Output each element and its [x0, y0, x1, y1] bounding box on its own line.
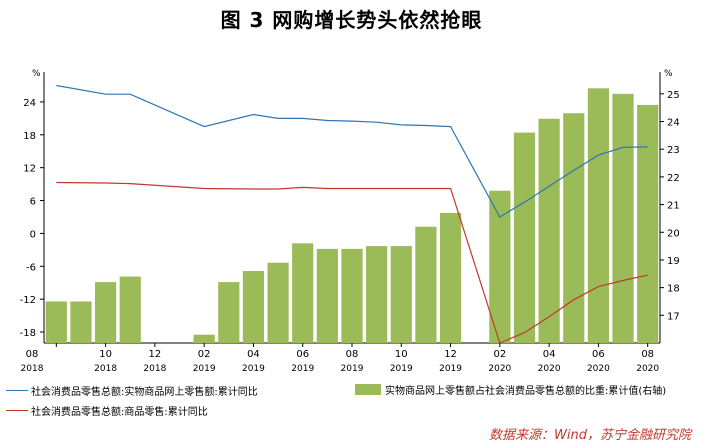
x-tick-month: 12 [444, 349, 457, 360]
right-tick-label: 24 [667, 118, 680, 129]
left-tick-label: 24 [23, 98, 36, 109]
x-tick-year: 2018 [94, 364, 117, 374]
bar-online-share [193, 334, 215, 343]
x-tick-month: 02 [493, 349, 506, 360]
bar-online-share [439, 212, 462, 343]
bar-online-share [587, 88, 609, 343]
right-tick-label: 17 [667, 311, 680, 322]
bar-online-share [538, 118, 560, 343]
x-tick-month: 08 [346, 349, 359, 360]
left-tick-label: -18 [20, 328, 36, 339]
legend-swatch-green [355, 384, 381, 395]
right-tick-label: 18 [667, 284, 680, 295]
line-goods-retail-growth [56, 181, 648, 344]
x-tick-month: 10 [395, 349, 408, 360]
x-tick-year: 2020 [538, 364, 561, 374]
legend-label: 实物商品网上零售额占社会消费品零售总额的比重:累计值(右轴) [385, 386, 667, 397]
bar-online-share [390, 246, 412, 343]
legend-swatch-blue [6, 390, 28, 391]
x-tick-year: 2018 [21, 364, 44, 374]
left-tick-label: 12 [23, 164, 36, 175]
right-tick-label: 23 [667, 145, 680, 156]
x-tick-month: 08 [641, 349, 654, 360]
x-tick-month: 06 [592, 349, 605, 360]
legend-swatch-red [6, 410, 28, 411]
left-tick-label: 0 [30, 229, 36, 240]
bar-online-share [612, 93, 634, 343]
left-tick-label: 6 [30, 197, 36, 208]
x-tick-month: 04 [247, 349, 260, 360]
bar-online-share [366, 246, 388, 343]
bar-online-share [70, 301, 92, 343]
chart-title: 图 3 网购增长势头依然抢眼 [220, 8, 483, 32]
x-tick-year: 2018 [143, 364, 166, 374]
bar-online-share [415, 226, 437, 343]
x-tick-month: 08 [26, 349, 39, 360]
legend-item-online-retail-growth: 社会消费品零售总额:实物商品网上零售额:累计同比 [6, 383, 258, 398]
line-online-retail-growth [56, 84, 648, 218]
data-source: 数据来源：Wind，苏宁金融研究院 [489, 428, 691, 443]
x-tick-year: 2019 [291, 364, 314, 374]
x-tick-year: 2019 [193, 364, 216, 374]
bar-online-share [637, 104, 659, 343]
bar-online-share [563, 113, 585, 343]
bar-online-share [292, 243, 314, 343]
x-tick-month: 10 [99, 349, 112, 360]
right-tick-label: 20 [667, 228, 680, 239]
right-tick-label: 21 [667, 201, 680, 212]
bar-online-share [218, 282, 240, 343]
x-tick-year: 2019 [390, 364, 413, 374]
x-tick-year: 2020 [488, 364, 511, 374]
right-tick-label: 19 [667, 256, 680, 267]
legend-label: 社会消费品零售总额:实物商品网上零售额:累计同比 [31, 387, 258, 398]
right-axis-unit: % [664, 69, 673, 79]
left-tick-label: 18 [23, 131, 36, 142]
bar-online-share [267, 262, 289, 343]
legend-item-online-share: 实物商品网上零售额占社会消费品零售总额的比重:累计值(右轴) [355, 382, 666, 397]
right-tick-label: 25 [667, 90, 680, 101]
bar-online-share [489, 190, 511, 343]
x-tick-year: 2020 [587, 364, 610, 374]
bar-online-share [513, 132, 536, 343]
right-tick-label: 22 [667, 173, 680, 184]
x-tick-month: 12 [149, 349, 162, 360]
bar-online-share [242, 271, 265, 343]
bar-online-share [316, 248, 338, 343]
legend-item-goods-retail-growth: 社会消费品零售总额:商品零售:累计同比 [6, 403, 208, 418]
left-tick-label: -12 [20, 295, 36, 306]
bar-online-share [119, 276, 141, 343]
x-tick-month: 06 [296, 349, 309, 360]
x-tick-year: 2020 [636, 364, 659, 374]
bar-online-share [45, 301, 67, 343]
x-tick-month: 02 [198, 349, 211, 360]
x-tick-month: 04 [543, 349, 556, 360]
x-tick-year: 2019 [242, 364, 265, 374]
bar-online-share [95, 282, 117, 343]
x-tick-year: 2019 [341, 364, 364, 374]
legend-label: 社会消费品零售总额:商品零售:累计同比 [31, 407, 208, 418]
bar-online-share [341, 248, 363, 343]
left-axis-unit: % [32, 69, 41, 79]
x-tick-year: 2019 [439, 364, 462, 374]
left-tick-label: -6 [26, 262, 36, 273]
